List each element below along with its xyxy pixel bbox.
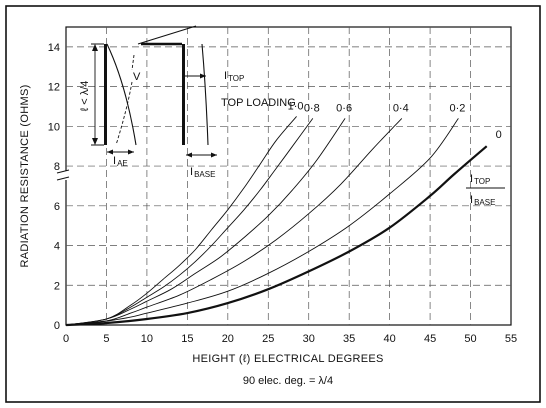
dim-arrow-up <box>92 44 98 51</box>
ratio-numerator: ITOP <box>470 173 490 186</box>
x-tick-label: 15 <box>181 333 193 345</box>
antenna-inset-diagram: ℓ < λ/4 V IAE ITOP IBASE <box>79 25 244 179</box>
x-tick-label: 55 <box>505 333 517 345</box>
x-tick-labels: 0 5 10 15 20 25 30 35 40 45 50 55 <box>63 333 517 345</box>
y-tick-label: 10 <box>48 121 60 133</box>
series-curves <box>65 116 488 327</box>
series-curve-5 <box>65 145 488 327</box>
top-loaded-curve <box>201 43 209 146</box>
y-axis-break <box>56 169 70 181</box>
series-labels: 1·0 0·8 0·6 0·4 0·2 0 <box>288 100 502 141</box>
x-tick-label: 50 <box>464 333 476 345</box>
ratio-denominator: IBASE <box>470 194 495 207</box>
series-curve-1 <box>65 118 314 326</box>
ratio-legend: ITOP IBASE <box>466 173 505 207</box>
y-tick-label: 6 <box>54 201 60 213</box>
x-tick-label: 30 <box>303 333 315 345</box>
grid-lines <box>66 27 511 325</box>
y-tick-labels: 0 2 4 6 8 10 12 14 <box>48 42 60 332</box>
x-tick-label: 10 <box>141 333 153 345</box>
y-tick-label: 8 <box>54 161 60 173</box>
x-tick-label: 25 <box>262 333 274 345</box>
series-curve-3 <box>65 118 403 326</box>
series-label-4: 0·2 <box>449 102 465 114</box>
series-label-2: 0·6 <box>336 102 352 114</box>
series-curve-4 <box>65 118 459 326</box>
y-tick-label: 4 <box>54 241 60 253</box>
x-axis-title: HEIGHT (ℓ) ELECTRICAL DEGREES <box>192 353 383 365</box>
current-curve <box>106 43 137 146</box>
i-base-label: IBASE <box>190 166 215 179</box>
series-label-3: 0·4 <box>393 102 409 114</box>
y-axis-title: RADIATION RESISTANCE (OHMS) <box>19 84 31 267</box>
series-label-0: 1·0 <box>288 100 304 112</box>
length-label: ℓ < λ/4 <box>79 81 91 112</box>
loaded-mast <box>182 44 185 145</box>
series-label-5: 0 <box>496 129 502 141</box>
i-ae-label: IAE <box>113 155 128 168</box>
y-tick-label: 2 <box>54 280 60 292</box>
outer-frame <box>5 5 541 403</box>
dim-arrow-down <box>92 138 98 145</box>
voltage-curve <box>115 81 133 146</box>
x-tick-label: 45 <box>424 333 436 345</box>
y-tick-label: 0 <box>54 320 60 332</box>
i-top-label: ITOP <box>224 70 244 83</box>
x-tick-label: 40 <box>384 333 396 345</box>
x-tick-label: 0 <box>63 333 69 345</box>
legend-title: TOP LOADING <box>221 97 296 109</box>
series-label-1: 0·8 <box>304 102 320 114</box>
x-tick-label: 35 <box>343 333 355 345</box>
antenna-mast <box>104 44 107 145</box>
x-tick-label: 20 <box>222 333 234 345</box>
x-axis-note: 90 elec. deg. = λ/4 <box>243 375 333 387</box>
top-current-curve <box>137 25 197 45</box>
y-tick-label: 12 <box>48 82 60 94</box>
series-curve-0 <box>65 116 297 326</box>
v-label: V <box>133 71 141 83</box>
y-tick-label: 14 <box>48 42 60 54</box>
x-tick-label: 5 <box>103 333 109 345</box>
series-curve-2 <box>65 118 346 326</box>
